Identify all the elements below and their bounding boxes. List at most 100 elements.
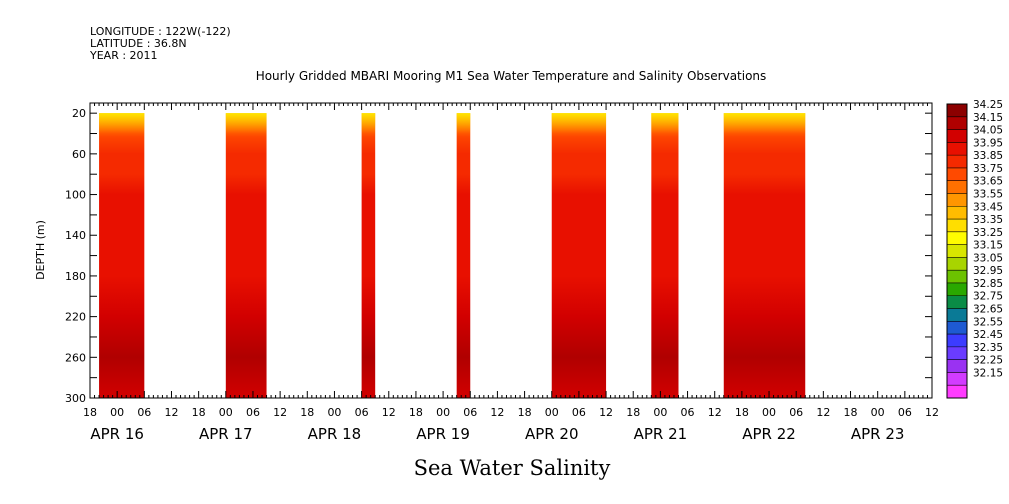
x-hour-label: 06	[572, 406, 586, 419]
x-hour-label: 00	[110, 406, 124, 419]
y-tick-label: 220	[65, 311, 86, 324]
y-tick-label: 260	[65, 351, 86, 364]
x-hour-label: 12	[925, 406, 939, 419]
x-hour-label: 18	[626, 406, 640, 419]
colorbar-label: 33.25	[973, 227, 1003, 239]
colorbar-swatch	[947, 116, 967, 131]
x-date-label: APR 17	[199, 425, 253, 443]
x-hour-label: 06	[898, 406, 912, 419]
colorbar-swatch	[947, 231, 967, 246]
x-hour-label: 12	[382, 406, 396, 419]
x-hour-label: 18	[192, 406, 206, 419]
chart-title: Hourly Gridded MBARI Mooring M1 Sea Wate…	[256, 69, 767, 83]
colorbar-label: 33.85	[973, 150, 1003, 162]
data-block-surface-7	[723, 113, 806, 138]
colorbar-label: 33.45	[973, 201, 1003, 213]
x-date-label: APR 19	[416, 425, 470, 443]
longitude-label: LONGITUDE : 122W(-122)	[90, 25, 231, 38]
colorbar: 34.2534.1534.0533.9533.8533.7533.6533.55…	[946, 99, 1003, 399]
colorbar-swatch	[947, 167, 967, 182]
y-tick-label: 100	[65, 189, 86, 202]
colorbar-swatch	[947, 129, 967, 143]
colorbar-swatch	[947, 295, 967, 310]
x-hour-label: 12	[490, 406, 504, 419]
colorbar-swatch	[947, 257, 967, 271]
colorbar-swatch	[947, 155, 967, 169]
data-block-surface-2	[225, 113, 267, 138]
data-blocks	[99, 113, 806, 398]
x-hour-label: 00	[762, 406, 776, 419]
colorbar-swatch	[947, 180, 967, 194]
y-tick-label: 140	[65, 229, 86, 242]
x-axis-label: Sea Water Salinity	[414, 456, 611, 480]
colorbar-swatch	[947, 142, 967, 156]
x-date-label: APR 22	[742, 425, 796, 443]
x-hour-label: 18	[518, 406, 532, 419]
colorbar-frame	[946, 103, 968, 399]
colorbar-label: 33.75	[973, 163, 1003, 175]
x-hour-label: 18	[409, 406, 423, 419]
colorbar-label: 32.75	[973, 291, 1003, 303]
colorbar-label: 34.15	[973, 112, 1003, 124]
colorbar-swatch	[947, 321, 967, 335]
x-hour-label: 12	[708, 406, 722, 419]
colorbar-swatch	[947, 372, 967, 386]
x-hour-label: 00	[327, 406, 341, 419]
colorbar-swatch	[947, 334, 967, 348]
data-block-surface-6	[651, 113, 679, 138]
x-hour-label: 00	[545, 406, 559, 419]
colorbar-swatch	[947, 385, 967, 399]
colorbar-label: 33.15	[973, 240, 1003, 252]
colorbar-swatch	[947, 104, 967, 118]
colorbar-swatch	[947, 308, 967, 322]
y-tick-label: 60	[72, 148, 86, 161]
x-hour-label: 18	[83, 406, 97, 419]
colorbar-label: 32.15	[973, 367, 1003, 379]
x-hour-label: 06	[355, 406, 369, 419]
year-label: YEAR : 2011	[89, 49, 158, 62]
colorbar-swatch	[947, 206, 967, 220]
x-hour-label: 18	[844, 406, 858, 419]
y-axis: 20 60 100 140 180 220 260 300	[65, 107, 932, 405]
colorbar-label: 33.95	[973, 137, 1003, 149]
x-hour-label: 12	[599, 406, 613, 419]
data-block-5	[551, 113, 607, 398]
y-tick-label: 20	[72, 107, 86, 120]
data-block-surface-3	[361, 113, 376, 138]
x-date-label: APR 16	[90, 425, 144, 443]
colorbar-swatch	[947, 219, 967, 233]
data-block-3	[361, 113, 376, 398]
x-axis: 18 00 06 12 18 00 06 12 18 00 06 12 18 00 06 12 18 00 06 12…	[83, 103, 939, 443]
data-block-6	[651, 113, 679, 398]
colorbar-label: 33.55	[973, 188, 1003, 200]
x-hour-label: 00	[219, 406, 233, 419]
data-block-2	[225, 113, 267, 398]
x-hour-label: 18	[300, 406, 314, 419]
colorbar-label: 33.65	[973, 176, 1003, 188]
x-date-label: APR 18	[308, 425, 362, 443]
y-tick-label: 300	[65, 392, 86, 405]
x-hour-label: 06	[246, 406, 260, 419]
colorbar-label: 32.55	[973, 316, 1003, 328]
data-block-surface-5	[551, 113, 607, 138]
colorbar-label: 32.45	[973, 329, 1003, 341]
colorbar-swatch	[947, 193, 967, 207]
x-date-label: APR 20	[525, 425, 579, 443]
data-block-7	[723, 113, 806, 398]
colorbar-swatch	[947, 282, 967, 297]
colorbar-label: 32.35	[973, 342, 1003, 354]
x-hour-label: 00	[871, 406, 885, 419]
latitude-label: LATITUDE : 36.8N	[90, 37, 187, 50]
data-block-1	[99, 113, 145, 398]
colorbar-label: 34.25	[973, 99, 1003, 111]
data-block-surface-4	[456, 113, 471, 138]
colorbar-label: 32.85	[973, 278, 1003, 290]
colorbar-swatch	[947, 359, 967, 373]
colorbar-swatch	[947, 270, 967, 284]
colorbar-label: 32.95	[973, 265, 1003, 277]
colorbar-swatch	[947, 346, 967, 361]
colorbar-label: 33.05	[973, 252, 1003, 264]
x-hour-label: 12	[816, 406, 830, 419]
